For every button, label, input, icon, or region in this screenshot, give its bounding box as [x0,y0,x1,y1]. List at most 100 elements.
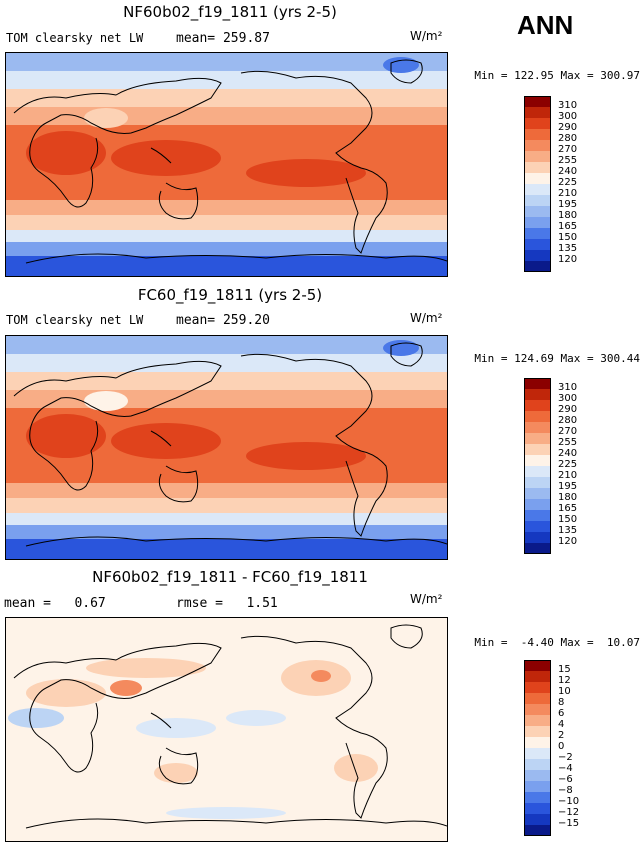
panel-1-level-label: 290 [558,122,578,133]
panel-2-title: FC60_f19_1811 (yrs 2-5) [137,286,323,304]
panel-2-swatch [524,389,551,400]
panel-2-colorbar-frame [524,378,551,554]
band-antarctica [6,256,447,276]
panel-3-mean: mean = 0.67 [4,596,106,611]
panel-2-level-label: 165 [558,503,578,514]
panel-2-swatch [524,444,551,455]
panel-2-colorbar: 310 300 290 280 270 255 240 225 210 195 … [524,378,577,554]
panel-2-swatch [524,466,551,477]
panel-1-mean: mean= 259.87 [176,31,270,46]
panel-1-level-label: 310 [558,100,578,111]
panel-1-minmax: Min = 122.95 Max = 300.97 [474,69,640,82]
panel-3-level-label: −4 [558,763,573,774]
panel-1-swatch [524,96,551,107]
panel-2-map [5,335,448,560]
panel-2-swatch [524,378,551,389]
panel-2-level-label: 290 [558,404,578,415]
band-subarctic [6,354,447,372]
panel-2-swatch [524,455,551,466]
panel-3-swatch [524,704,551,715]
panel-2-level-label: 150 [558,514,578,525]
panel-2-swatch [524,510,551,521]
panel-1-level-label: 120 [558,254,578,265]
diff-negative-southern [166,807,286,819]
band-arctic [6,53,447,71]
panel-2-variable: TOM clearsky net LW [6,313,144,327]
band-south-mid [6,498,447,513]
panel-3-swatch [524,682,551,693]
panel-3-swatch [524,759,551,770]
diff-background [6,618,447,841]
hotspot-pacific [246,159,366,187]
band-north-sub [6,107,447,125]
panel-2-level-label: 120 [558,536,578,547]
panel-1-swatch [524,118,551,129]
panel-1-title: NF60b02_f19_1811 (yrs 2-5) [123,3,337,21]
panel-3-swatch [524,726,551,737]
panel-3-level-label: −15 [558,818,580,829]
panel-2-swatch [524,532,551,543]
panel-2-level-label: 240 [558,448,578,459]
diff-negative-indian [136,718,216,738]
panel-1-swatch [524,250,551,261]
panel-1-swatch [524,206,551,217]
hotspot-africa [26,131,106,175]
panel-3-level-label: 12 [558,675,571,686]
panel-3-level-label: −8 [558,785,573,796]
panel-2-level-label: 310 [558,382,578,393]
hotspot-pacific [246,442,366,470]
diff-positive-australia [154,763,198,783]
panel-2-level-label: 180 [558,492,578,503]
diff-positive-eurasia [86,658,206,678]
hotspot-africa [26,414,106,458]
panel-3-units: W/m² [410,592,443,606]
diff-positive-sahara [26,679,106,707]
band-south-sub [6,483,447,498]
band-antarctica [6,539,447,559]
panel-1-variable: TOM clearsky net LW [6,31,144,45]
panel-3-level-label: 2 [558,730,565,741]
cool-tibet [84,391,128,411]
panel-3-swatch [524,792,551,803]
panel-1-swatch [524,228,551,239]
panel-2-swatch [524,488,551,499]
panel-2-mean: mean= 259.20 [176,313,270,328]
panel-2-swatch [524,477,551,488]
band-subarctic [6,71,447,89]
band-south-sub [6,200,447,215]
panel-1-level-label: 240 [558,166,578,177]
panel-3-title: NF60b02_f19_1811 - FC60_f19_1811 [92,568,368,586]
panel-1-swatch [524,129,551,140]
panel-1-map-svg [6,53,447,276]
panel-3-map [5,617,448,842]
panel-3-level-label: −10 [558,796,580,807]
panel-3-swatch [524,781,551,792]
panel-3-level-label: 15 [558,664,571,675]
panel-1-level-label: 165 [558,221,578,232]
panel-3-colorbar-frame [524,660,551,836]
panel-2-swatch [524,543,551,554]
panel-1-swatch [524,162,551,173]
panel-3-map-svg [6,618,447,841]
panel-1-swatch [524,107,551,118]
panel-1-swatch [524,140,551,151]
panel-2-swatch [524,422,551,433]
panel-1-level-label: 195 [558,199,578,210]
panel-1-swatch [524,151,551,162]
panel-3-swatch [524,671,551,682]
panel-3-minmax: Min = -4.40 Max = 10.07 [474,636,640,649]
panel-2-minmax: Min = 124.69 Max = 300.44 [474,352,640,365]
panel-1-colorbar: 310 300 290 280 270 255 240 225 210 195 … [524,96,577,272]
panel-1-swatch [524,217,551,228]
panel-3-swatch [524,825,551,836]
diff-negative-atlantic [8,708,64,728]
panel-3-swatch [524,803,551,814]
panel-3-level-label: −12 [558,807,580,818]
panel-1-level-label: 300 [558,111,578,122]
panel-2-units: W/m² [410,311,443,325]
coastlines [13,59,447,264]
panel-3-swatch [524,693,551,704]
panel-1-units: W/m² [410,29,443,43]
panel-1-level-label: 255 [558,155,578,166]
band-antarctic-edge [6,242,447,256]
